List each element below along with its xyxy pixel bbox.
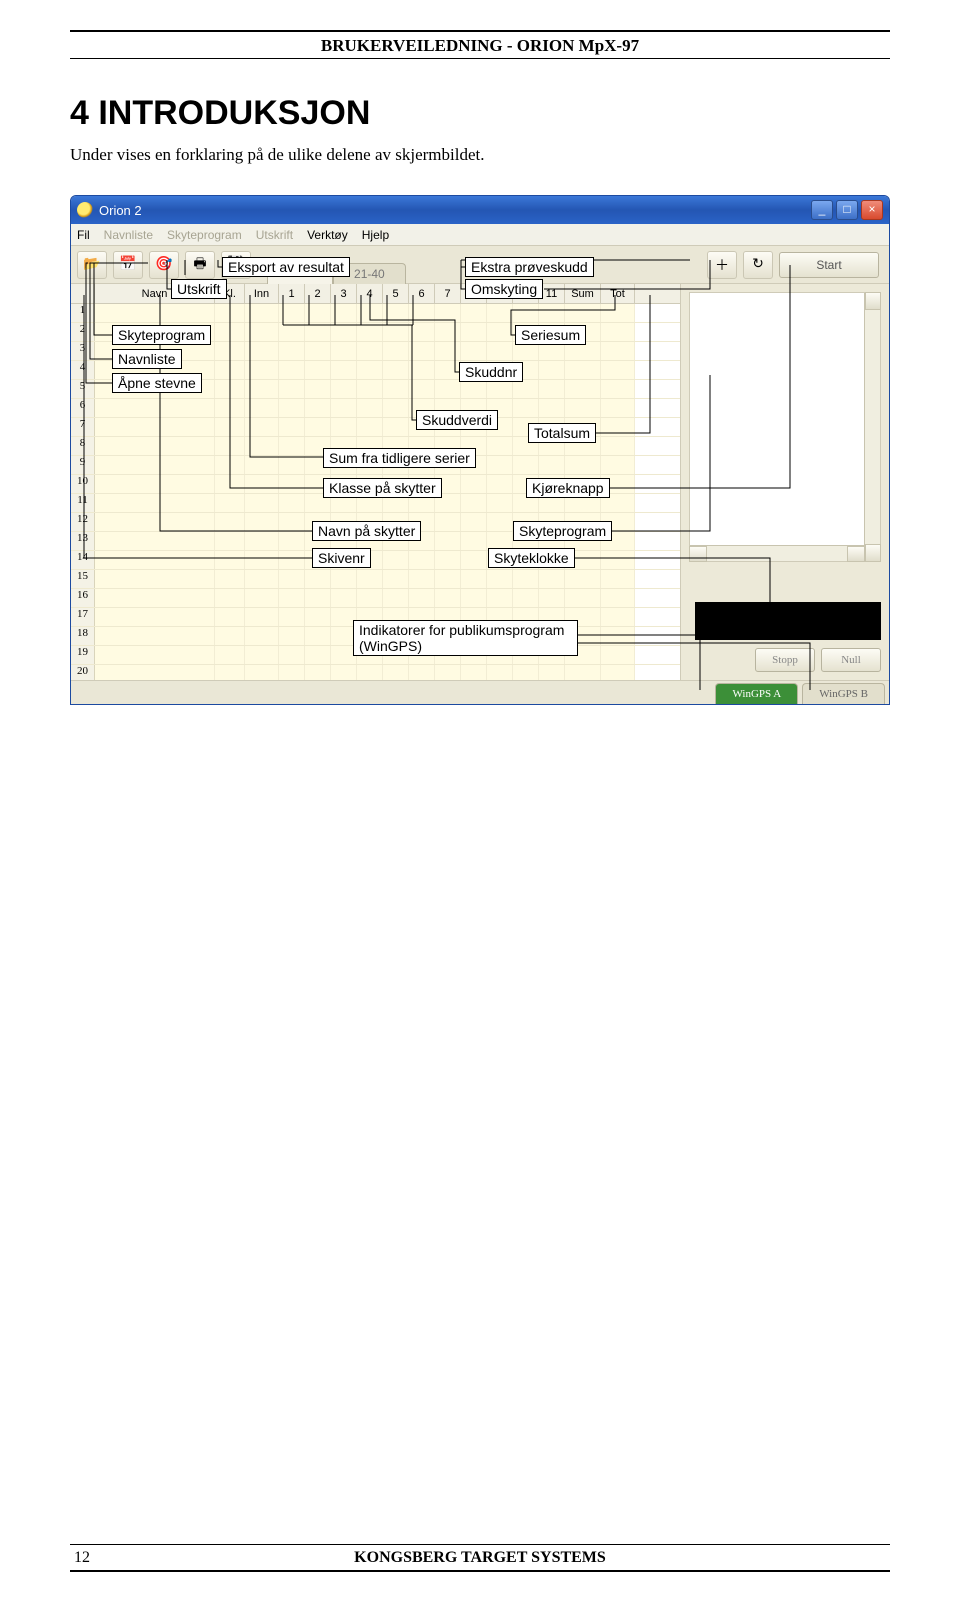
table-row[interactable]: 15 xyxy=(71,570,680,589)
target-icon[interactable]: 🎯 xyxy=(149,251,179,279)
menu-utskrift[interactable]: Utskrift xyxy=(256,228,293,242)
clock-display xyxy=(695,602,881,640)
status-bar: WinGPS A WinGPS B xyxy=(71,680,889,704)
menu-bar: Fil Navnliste Skyteprogram Utskrift Verk… xyxy=(71,224,889,246)
table-row[interactable]: 14 xyxy=(71,551,680,570)
row-number: 15 xyxy=(71,570,95,588)
row-number: 2 xyxy=(71,323,95,341)
col-6[interactable]: 6 xyxy=(409,284,435,303)
col-7[interactable]: 7 xyxy=(435,284,461,303)
row-number: 11 xyxy=(71,494,95,512)
row-number: 7 xyxy=(71,418,95,436)
row-number: 1 xyxy=(71,304,95,322)
callout-kjoreknapp: Kjøreknapp xyxy=(526,478,610,498)
table-row[interactable]: 16 xyxy=(71,589,680,608)
row-number: 4 xyxy=(71,361,95,379)
callout-skuddnr: Skuddnr xyxy=(459,362,523,382)
table-row[interactable]: 1 xyxy=(71,304,680,323)
col-tot[interactable]: Tot xyxy=(601,284,635,303)
window-title: Orion 2 xyxy=(99,203,142,218)
menu-navnliste[interactable]: Navnliste xyxy=(104,228,153,242)
callout-skyteklokke: Skyteklokke xyxy=(488,548,575,568)
side-hscrollbar[interactable] xyxy=(690,545,864,561)
refresh-icon[interactable]: ↻ xyxy=(743,251,773,279)
callout-skyteprogram2: Skyteprogram xyxy=(513,521,612,541)
open-icon[interactable]: 📂 xyxy=(77,251,107,279)
callout-apne: Åpne stevne xyxy=(112,373,202,393)
col-1[interactable]: 1 xyxy=(279,284,305,303)
callout-eksport: Eksport av resultat xyxy=(222,257,350,277)
callout-skyteprogram: Skyteprogram xyxy=(112,325,211,345)
col-5[interactable]: 5 xyxy=(383,284,409,303)
annotated-screenshot: Orion 2 _ □ × Fil Navnliste Skyteprogram… xyxy=(70,195,890,705)
callout-klasse: Klasse på skytter xyxy=(323,478,442,498)
callout-totalsum: Totalsum xyxy=(528,423,596,443)
callout-skivenr: Skivenr xyxy=(312,548,371,568)
page-footer: 12 KONGSBERG TARGET SYSTEMS xyxy=(70,1544,890,1572)
row-number: 14 xyxy=(71,551,95,569)
row-number: 18 xyxy=(71,627,95,645)
row-number: 16 xyxy=(71,589,95,607)
callout-seriesum: Seriesum xyxy=(515,325,586,345)
callout-sumtidligere: Sum fra tidligere serier xyxy=(323,448,476,468)
callout-navnskytter: Navn på skytter xyxy=(312,521,421,541)
side-panel: Stopp Null xyxy=(681,284,889,704)
app-icon xyxy=(77,202,93,218)
plus-icon[interactable]: ＋ xyxy=(707,251,737,279)
callout-navnliste: Navnliste xyxy=(112,349,182,369)
callout-indikatorer: Indikatorer for publikumsprogram (WinGPS… xyxy=(353,620,578,656)
menu-verktoy[interactable]: Verktøy xyxy=(307,228,348,242)
menu-skyteprogram[interactable]: Skyteprogram xyxy=(167,228,242,242)
maximize-button[interactable]: □ xyxy=(836,200,858,220)
tab-wingps-b[interactable]: WinGPS B xyxy=(802,683,885,704)
col-sum[interactable]: Sum xyxy=(565,284,601,303)
side-vscrollbar[interactable] xyxy=(864,293,880,561)
footer-company: KONGSBERG TARGET SYSTEMS xyxy=(354,1549,606,1567)
col-4[interactable]: 4 xyxy=(357,284,383,303)
intro-paragraph: Under vises en forklaring på de ulike de… xyxy=(70,145,890,165)
table-row[interactable]: 6 xyxy=(71,399,680,418)
row-number: 13 xyxy=(71,532,95,550)
print-icon[interactable]: 🖶 xyxy=(185,251,215,279)
menu-hjelp[interactable]: Hjelp xyxy=(362,228,389,242)
footer-page-number: 12 xyxy=(74,1549,124,1567)
null-button[interactable]: Null xyxy=(821,648,881,672)
row-number: 12 xyxy=(71,513,95,531)
row-number: 17 xyxy=(71,608,95,626)
start-button[interactable]: Start xyxy=(779,252,879,278)
window-titlebar[interactable]: Orion 2 _ □ × xyxy=(71,196,889,224)
tab-wingps-a[interactable]: WinGPS A xyxy=(715,683,798,704)
row-number: 10 xyxy=(71,475,95,493)
header-title: BRUKERVEILEDNING - ORION MpX-97 xyxy=(70,34,890,58)
row-number: 8 xyxy=(71,437,95,455)
row-number: 5 xyxy=(71,380,95,398)
callout-ekstra: Ekstra prøveskudd xyxy=(465,257,594,277)
col-3[interactable]: 3 xyxy=(331,284,357,303)
row-number: 9 xyxy=(71,456,95,474)
close-button[interactable]: × xyxy=(861,200,883,220)
col-2[interactable]: 2 xyxy=(305,284,331,303)
stopp-button[interactable]: Stopp xyxy=(755,648,815,672)
section-heading: 4 INTRODUKSJON xyxy=(70,94,890,133)
side-listbox[interactable] xyxy=(689,292,881,562)
doc-header: BRUKERVEILEDNING - ORION MpX-97 xyxy=(70,30,890,59)
minimize-button[interactable]: _ xyxy=(811,200,833,220)
callout-skuddverdi: Skuddverdi xyxy=(416,410,498,430)
row-number: 6 xyxy=(71,399,95,417)
col-inn[interactable]: Inn xyxy=(245,284,279,303)
row-number: 3 xyxy=(71,342,95,360)
callout-omskyting: Omskyting xyxy=(465,279,543,299)
callout-utskrift: Utskrift xyxy=(171,279,227,299)
row-number: 19 xyxy=(71,646,95,664)
menu-fil[interactable]: Fil xyxy=(77,228,90,242)
calendar-icon[interactable]: 📅 xyxy=(113,251,143,279)
